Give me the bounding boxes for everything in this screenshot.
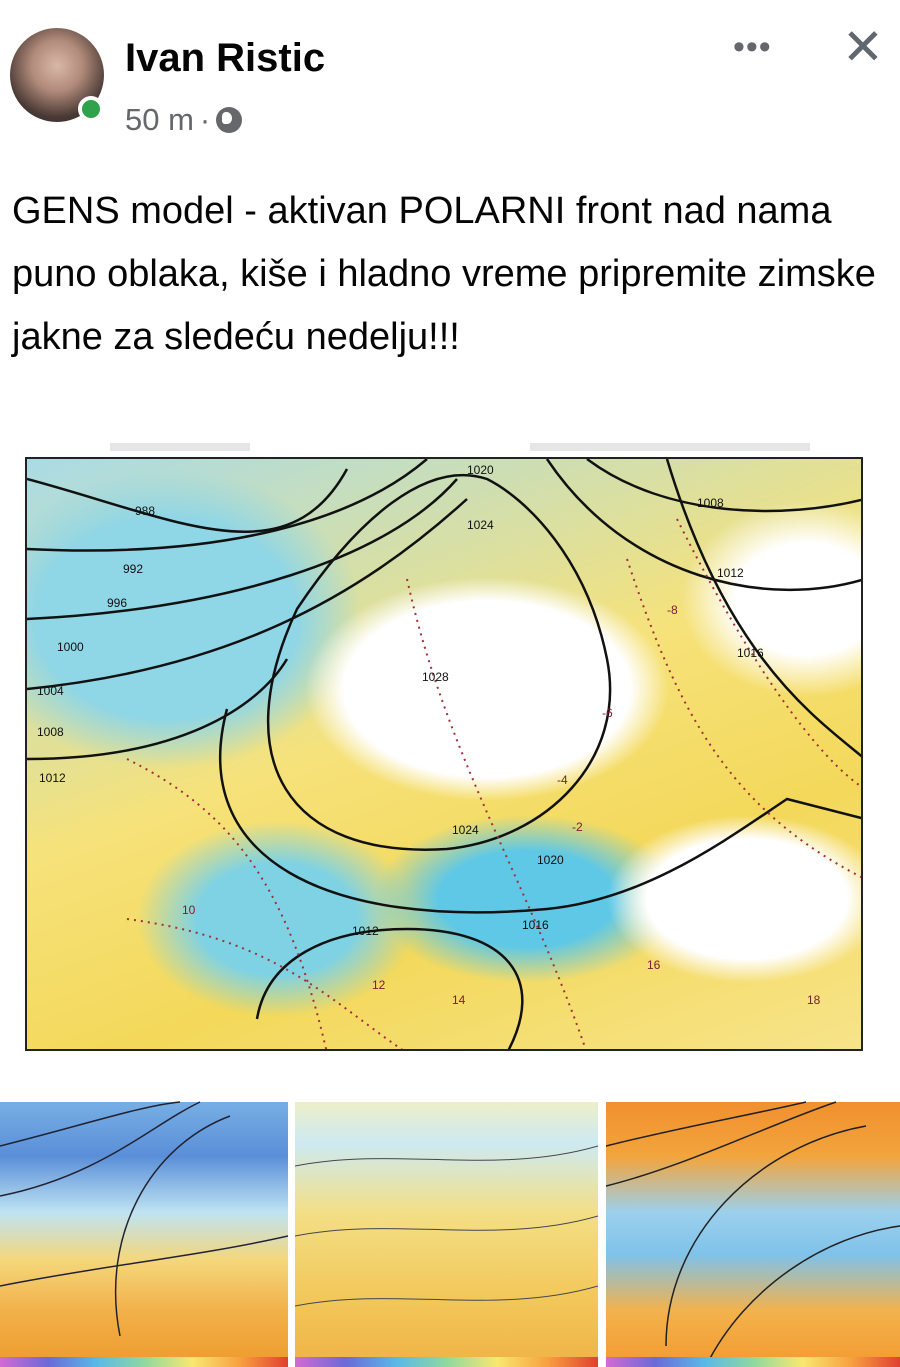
contour-lines [295, 1145, 598, 1307]
temperature-label: -4 [557, 773, 568, 787]
isobar-label: 1004 [37, 684, 64, 698]
online-status-indicator [78, 96, 104, 122]
isobar-label: 1020 [537, 853, 564, 867]
main-weather-map[interactable]: 1020 1008 1024 1012 988 992 996 1000 100… [0, 443, 900, 1063]
isobar-label: 1008 [37, 725, 64, 739]
isobar-label: 1008 [697, 496, 724, 510]
isobar-label: 1016 [522, 918, 549, 932]
isobar-label: 996 [107, 596, 127, 610]
post-text: GENS model - aktivan POLARNI front nad n… [12, 190, 876, 358]
contour-lines [606, 1101, 900, 1367]
more-options-button[interactable]: ••• [733, 28, 772, 66]
map-header [0, 1086, 288, 1102]
isobar-label: 1028 [422, 670, 449, 684]
geopotential-map-thumbnail[interactable] [606, 1080, 900, 1367]
isobar-label: 1012 [717, 566, 744, 580]
temperature-label: 18 [807, 993, 821, 1007]
temperature-label: -6 [602, 706, 613, 720]
color-scale-bar [0, 1357, 288, 1367]
post-time[interactable]: 50 m [125, 102, 194, 137]
map-frame: 1020 1008 1024 1012 988 992 996 1000 100… [25, 457, 863, 1051]
color-scale-bar [295, 1357, 598, 1367]
post-meta: 50 m · [125, 102, 243, 138]
temperature-label: -8 [667, 603, 678, 617]
isobar-label: 1000 [57, 640, 84, 654]
isobar-label: 992 [123, 562, 143, 576]
color-scale-bar [606, 1357, 900, 1367]
temperature-label: -2 [572, 820, 583, 834]
map-header [295, 1086, 598, 1102]
surface-temperature-map-thumbnail[interactable] [295, 1080, 598, 1367]
isobar-label: 1024 [467, 518, 494, 532]
isobar-label: 1024 [452, 823, 479, 837]
map-title-strip [110, 443, 810, 451]
isobar-label: 1012 [352, 924, 379, 938]
temperature-label: 14 [452, 993, 466, 1007]
isobar-label: 1016 [737, 646, 764, 660]
close-button[interactable]: ✕ [842, 19, 884, 75]
map-header [606, 1086, 900, 1102]
contour-lines [0, 1101, 288, 1337]
temperature-label: 16 [647, 958, 661, 972]
author-name[interactable]: Ivan Ristic [125, 36, 326, 80]
isobar-label: 988 [135, 504, 155, 518]
globe-icon [216, 107, 243, 133]
temperature-label: 12 [372, 978, 386, 992]
isobar-label: 1012 [39, 771, 66, 785]
isobar-label: 1020 [467, 463, 494, 477]
temperature-label: 10 [182, 903, 196, 917]
temperature-map-thumbnail[interactable] [0, 1080, 288, 1367]
meta-separator: · [199, 102, 211, 137]
isobar-lines: 1020 1008 1024 1012 988 992 996 1000 100… [27, 459, 861, 1049]
